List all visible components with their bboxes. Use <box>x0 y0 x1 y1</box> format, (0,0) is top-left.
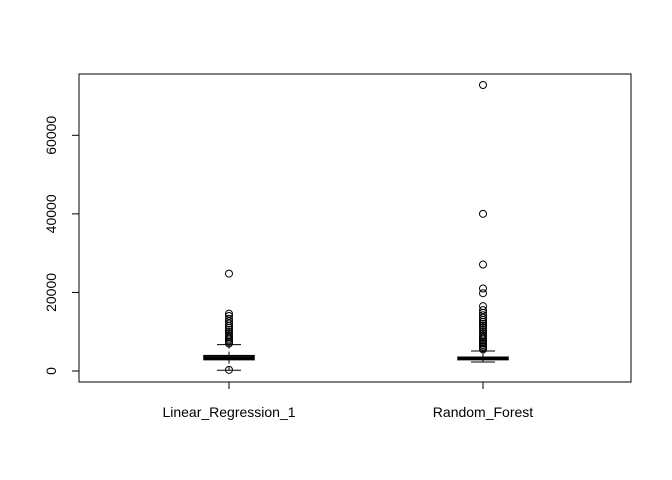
outlier-point <box>479 209 487 218</box>
outlier-point <box>225 339 233 348</box>
box-Linear_Regression_1 <box>203 269 255 374</box>
outlier-point <box>479 81 487 89</box>
x-axis: Linear_Regression_1 Random_Forest <box>162 381 533 420</box>
x-tick-label: Random_Forest <box>433 404 533 420</box>
y-tick-label: 0 <box>43 367 59 375</box>
outlier-point <box>479 260 487 269</box>
outlier-point <box>479 284 487 293</box>
outlier-point <box>225 269 233 278</box>
outlier-point <box>479 323 487 332</box>
outlier-point <box>479 289 487 298</box>
box-Random_Forest <box>457 81 509 363</box>
outlier-point <box>479 321 487 330</box>
outlier-point <box>225 319 233 328</box>
plot-frame <box>78 73 632 383</box>
outlier-point <box>225 365 233 374</box>
y-tick-label: 60000 <box>43 116 59 155</box>
x-tick-label: Linear_Regression_1 <box>162 404 295 420</box>
y-tick-label: 20000 <box>43 273 59 312</box>
y-tick-label: 40000 <box>43 194 59 233</box>
outlier-point <box>479 317 487 326</box>
outlier-point <box>479 315 487 324</box>
outlier-point <box>479 313 487 322</box>
outlier-point <box>225 321 233 330</box>
outlier-point <box>225 323 233 332</box>
outlier-point <box>479 345 487 354</box>
outlier-point <box>479 319 487 328</box>
y-axis: 0 20000 40000 60000 <box>43 116 80 375</box>
boxes <box>203 81 509 374</box>
